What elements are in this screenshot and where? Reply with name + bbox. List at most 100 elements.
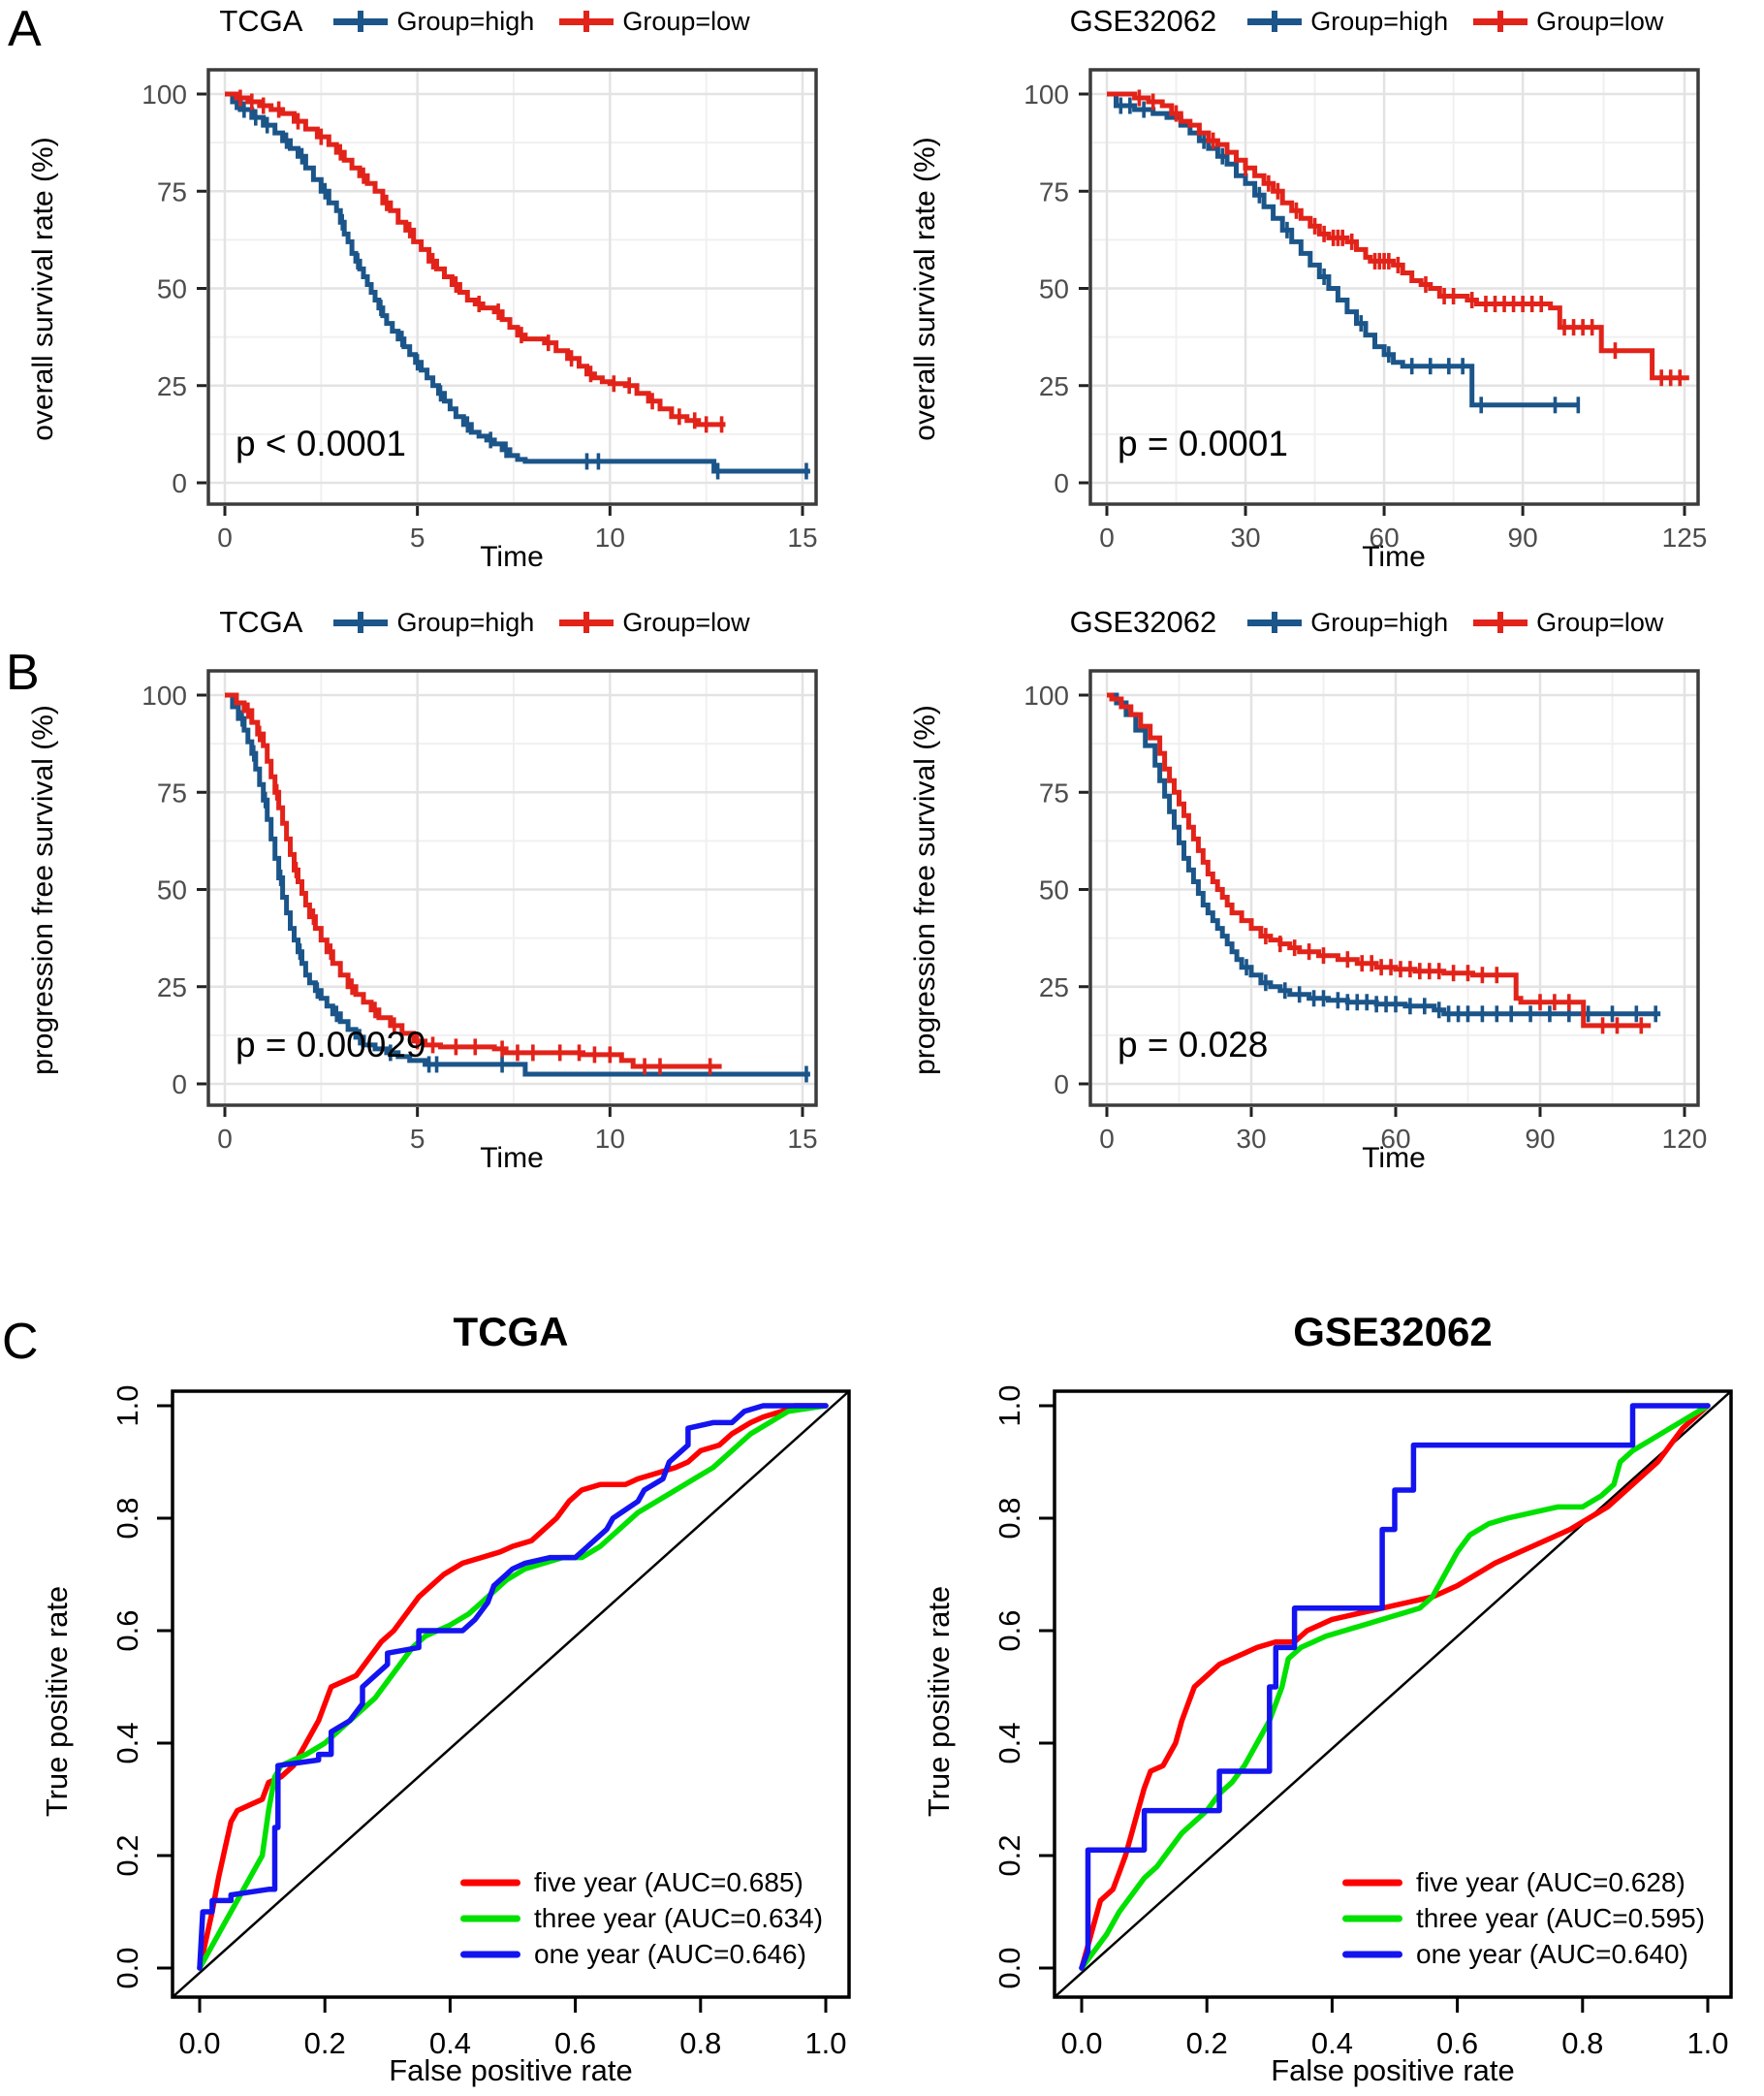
roc-chart-tcga: TCGA True positive rate 0.0 0.2 0.4 0.6 0.8 1… (0, 1202, 882, 2096)
svg-text:15: 15 (787, 523, 817, 553)
svg-text:50: 50 (157, 875, 187, 905)
svg-text:0.6: 0.6 (110, 1609, 144, 1651)
p-value: p = 0.00029 (236, 1025, 426, 1064)
svg-text:1.0: 1.0 (804, 2026, 846, 2060)
line-key-icon (460, 1951, 520, 1958)
chart-title: TCGA (219, 4, 303, 38)
svg-text:0.6: 0.6 (992, 1609, 1026, 1651)
legend-item-group-low: Group=low (1473, 7, 1663, 37)
x-axis-label: False positive rate (389, 2053, 633, 2087)
km-censor-key-icon (559, 612, 614, 633)
legend-item-five-year: five year (AUC=0.685) (460, 1867, 823, 1898)
km-censor-key-icon (333, 11, 389, 32)
legend-item-one-year: one year (AUC=0.640) (1342, 1939, 1705, 1970)
svg-text:10: 10 (595, 1124, 625, 1154)
legend-item-three-year: three year (AUC=0.595) (1342, 1903, 1705, 1934)
svg-text:0.2: 0.2 (1186, 2026, 1228, 2060)
legend-label: Group=high (1310, 6, 1449, 36)
panel-label-a: A (8, 1, 42, 57)
svg-text:0: 0 (1054, 1069, 1069, 1099)
svg-text:50: 50 (157, 274, 187, 304)
km-plot-canvas: 0 5 10 15 0 25 50 75 100 (142, 669, 818, 1154)
km-censor-key-icon (1247, 11, 1303, 32)
svg-text:25: 25 (1039, 972, 1069, 1002)
svg-text:75: 75 (1039, 176, 1069, 206)
legend-label: Group=low (622, 6, 750, 36)
legend-label: Group=high (396, 607, 535, 637)
svg-text:0.2: 0.2 (110, 1834, 144, 1876)
km-chart-tcga-pfs: TCGA Group=high Group=low progressi (0, 601, 882, 1202)
svg-text:0.0: 0.0 (1060, 2026, 1102, 2060)
svg-text:25: 25 (1039, 371, 1069, 401)
svg-text:0: 0 (172, 1069, 187, 1099)
p-value: p = 0.0001 (1118, 424, 1288, 463)
svg-text:50: 50 (1039, 274, 1069, 304)
svg-text:100: 100 (142, 79, 187, 110)
km-plot-canvas: 0 30 60 90 120 0 25 50 75 100 (1024, 669, 1708, 1154)
svg-text:100: 100 (1024, 681, 1069, 711)
legend-label: three year (AUC=0.595) (1416, 1903, 1706, 1933)
legend-label: one year (AUC=0.646) (534, 1939, 806, 1969)
chart-title: GSE32062 (1069, 4, 1217, 38)
km-chart-gse32062-os: GSE32062 Group=high Group=low overa (882, 0, 1764, 601)
km-censor-key-icon (559, 11, 614, 32)
legend-label: three year (AUC=0.634) (534, 1903, 824, 1933)
chart-title: GSE32062 (1293, 1309, 1493, 1354)
svg-text:0.4: 0.4 (429, 2026, 471, 2060)
legend-label: Group=high (396, 6, 535, 36)
svg-text:0.8: 0.8 (679, 2026, 721, 2060)
line-key-icon (460, 1879, 520, 1887)
svg-text:0.8: 0.8 (992, 1497, 1026, 1539)
legend-label: one year (AUC=0.640) (1416, 1939, 1688, 1969)
panel-b-row: TCGA Group=high Group=low progressi (0, 601, 1764, 1202)
roc-legend: five year (AUC=0.628) three year (AUC=0.… (1342, 1867, 1705, 1970)
legend-item-one-year: one year (AUC=0.646) (460, 1939, 823, 1970)
legend-label: Group=low (1536, 6, 1664, 36)
x-axis-label: Time (1362, 1142, 1426, 1174)
svg-text:15: 15 (787, 1124, 817, 1154)
legend-item-group-high: Group=high (1247, 608, 1448, 638)
legend-label: Group=high (1310, 607, 1449, 637)
svg-text:0: 0 (1099, 523, 1115, 553)
svg-text:50: 50 (1039, 875, 1069, 905)
svg-text:0.0: 0.0 (178, 2026, 220, 2060)
km-chart-gse32062-pfs: GSE32062 Group=high Group=low progr (882, 601, 1764, 1202)
svg-text:10: 10 (595, 523, 625, 553)
legend-label: five year (AUC=0.685) (534, 1867, 803, 1897)
x-axis-label: False positive rate (1271, 2053, 1515, 2087)
panel-c-row: TCGA True positive rate 0.0 0.2 0.4 0.6 0.8 1… (0, 1202, 1764, 2096)
line-key-icon (1342, 1915, 1402, 1922)
roc-plot-canvas: 0.0 0.2 0.4 0.6 0.8 1.0 0.0 0.2 0.4 0.6 0.8 1.0 (992, 1384, 1733, 2060)
svg-text:120: 120 (1662, 1124, 1708, 1154)
svg-text:0.2: 0.2 (304, 2026, 346, 2060)
roc-legend: five year (AUC=0.685) three year (AUC=0.… (460, 1867, 823, 1970)
svg-text:1.0: 1.0 (110, 1384, 144, 1426)
line-key-icon (1342, 1951, 1402, 1958)
legend-label: Group=low (1536, 607, 1664, 637)
svg-text:90: 90 (1508, 523, 1538, 553)
km-censor-key-icon (1473, 11, 1528, 32)
legend-item-three-year: three year (AUC=0.634) (460, 1903, 823, 1934)
svg-text:0: 0 (1099, 1124, 1115, 1154)
svg-text:1.0: 1.0 (1686, 2026, 1728, 2060)
x-axis-label: Time (1362, 541, 1426, 573)
svg-text:1.0: 1.0 (992, 1384, 1026, 1426)
legend-item-group-high: Group=high (333, 7, 534, 37)
chart-title: TCGA (453, 1309, 569, 1354)
svg-text:0.6: 0.6 (1436, 2026, 1478, 2060)
line-key-icon (1342, 1879, 1402, 1887)
svg-text:75: 75 (157, 778, 187, 808)
legend-item-group-low: Group=low (559, 6, 750, 37)
svg-text:60: 60 (1380, 1124, 1410, 1154)
km-censor-key-icon (1473, 612, 1528, 633)
panel-label-c: C (2, 1314, 39, 1370)
km-plot-canvas: 0 30 60 90 125 0 25 50 75 100 (1024, 68, 1707, 553)
svg-text:25: 25 (157, 371, 187, 401)
roc-plot-canvas: 0.0 0.2 0.4 0.6 0.8 1.0 0.0 0.2 0.4 0.6 0.8 1.0 (110, 1384, 851, 2060)
legend-label: Group=low (622, 607, 750, 637)
svg-text:0.0: 0.0 (110, 1947, 144, 1988)
chart-header: TCGA Group=high Group=low (145, 4, 824, 39)
km-plot-canvas: 0 5 10 15 0 25 50 75 100 (142, 68, 818, 553)
svg-text:0.8: 0.8 (110, 1497, 144, 1539)
svg-text:30: 30 (1236, 1124, 1266, 1154)
